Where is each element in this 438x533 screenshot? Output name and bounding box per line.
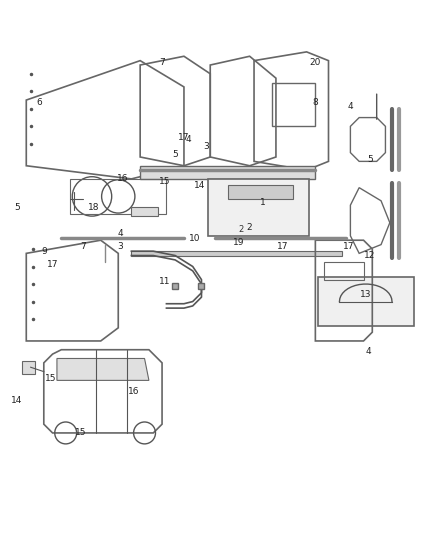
Text: 2: 2 [238, 225, 244, 234]
Text: 17: 17 [343, 243, 354, 251]
FancyBboxPatch shape [318, 278, 414, 326]
Text: 16: 16 [117, 174, 128, 183]
Text: 9: 9 [41, 247, 47, 256]
Text: 1: 1 [260, 198, 266, 207]
Text: 10: 10 [189, 233, 201, 243]
Text: 15: 15 [75, 429, 87, 438]
Text: 11: 11 [159, 277, 170, 286]
Text: 19: 19 [233, 238, 244, 247]
Polygon shape [228, 185, 293, 199]
Polygon shape [131, 207, 158, 216]
Text: 14: 14 [194, 181, 205, 190]
FancyBboxPatch shape [208, 179, 309, 236]
Text: 18: 18 [88, 203, 100, 212]
Text: 8: 8 [312, 98, 318, 107]
Text: 5: 5 [367, 155, 373, 164]
Polygon shape [140, 166, 315, 179]
Text: 4: 4 [186, 135, 191, 144]
Text: 3: 3 [117, 243, 124, 251]
Text: 14: 14 [11, 395, 22, 405]
Text: 12: 12 [364, 251, 376, 260]
Text: 13: 13 [360, 290, 371, 300]
Text: 17: 17 [178, 133, 190, 142]
Text: 15: 15 [159, 176, 170, 185]
Text: 7: 7 [80, 243, 86, 251]
Polygon shape [57, 359, 149, 381]
Text: 4: 4 [348, 102, 353, 111]
Text: 7: 7 [159, 58, 165, 67]
Text: 17: 17 [47, 260, 58, 269]
Text: 5: 5 [14, 203, 21, 212]
Text: 17: 17 [277, 243, 288, 251]
Text: 15: 15 [45, 374, 56, 383]
Text: 3: 3 [203, 142, 209, 150]
Text: 2: 2 [247, 223, 252, 231]
Text: 4: 4 [365, 348, 371, 357]
Text: 5: 5 [172, 150, 178, 159]
Polygon shape [22, 361, 35, 374]
Text: 20: 20 [310, 58, 321, 67]
Text: 6: 6 [36, 98, 42, 107]
Text: 16: 16 [128, 387, 139, 396]
Text: 4: 4 [118, 229, 123, 238]
Polygon shape [131, 251, 342, 255]
